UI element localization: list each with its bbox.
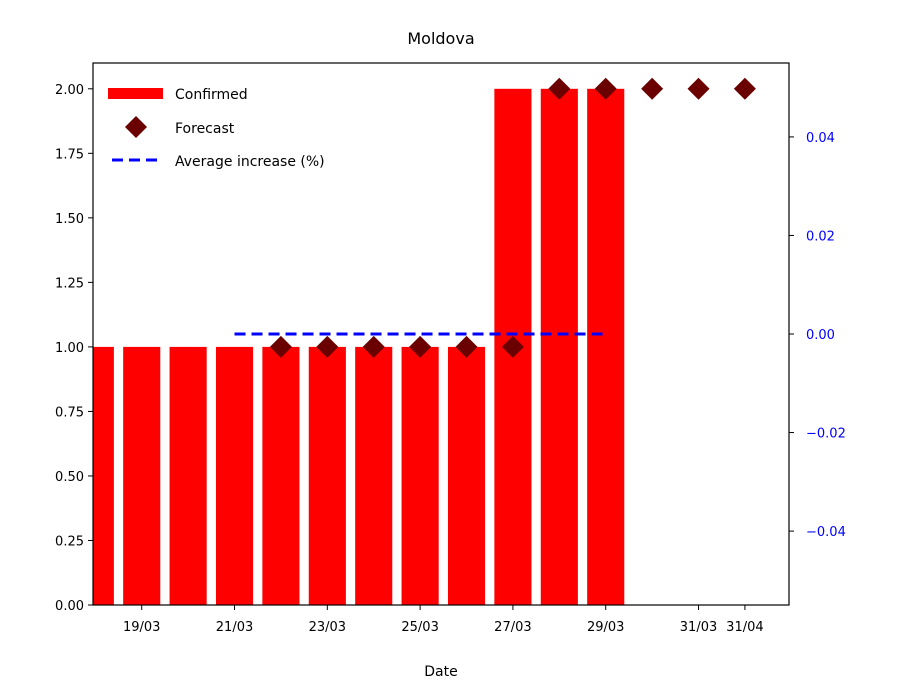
legend-confirmed-swatch [108,88,163,99]
y2-tick-label: 0.02 [806,229,835,244]
bar-confirmed [401,346,439,605]
bar-confirmed [215,346,254,605]
legend: Confirmed Forecast Average increase (%) [108,87,325,170]
x-tick-label: 31/03 [680,620,717,635]
y2-tick-label: 0.00 [806,328,835,343]
legend-label: Forecast [175,121,235,137]
x-tick-label: 31/04 [726,620,763,635]
markers-layer [269,77,756,358]
x-tick-label: 25/03 [401,620,438,635]
forecast-marker [594,77,617,100]
y-tick-label: 0.50 [55,470,84,485]
bar-confirmed [308,346,346,605]
y2-tick-label: −0.04 [806,525,846,540]
x-tick-label: 19/03 [123,620,160,635]
y-tick-label: 1.75 [55,147,84,162]
forecast-marker [362,335,385,358]
x-axis: 19/03 21/03 23/03 25/03 27/03 29/03 31/03 31/04 [123,605,764,635]
bar-confirmed [93,346,114,605]
y-tick-label: 0.00 [55,599,84,614]
x-tick-label: 27/03 [494,620,531,635]
x-tick-label: 29/03 [587,620,624,635]
forecast-marker [409,335,432,358]
y-tick-label: 1.50 [55,212,84,227]
y-tick-label: 1.00 [55,341,84,356]
bar-confirmed [540,88,578,605]
y-axis-right: −0.04 −0.02 0.00 0.02 0.04 [789,131,846,540]
y-tick-label: 1.25 [55,276,84,291]
y-tick-label: 0.75 [55,405,84,420]
bar-confirmed [262,346,300,605]
legend-label: Average increase (%) [175,154,325,170]
y2-tick-label: −0.02 [806,427,846,442]
forecast-marker [687,77,710,100]
y-tick-label: 2.00 [55,83,84,98]
forecast-marker [733,77,756,100]
forecast-marker [316,335,339,358]
legend-label: Confirmed [175,87,248,103]
bar-confirmed [123,346,161,605]
x-tick-label: 21/03 [216,620,253,635]
y2-tick-label: 0.04 [806,131,835,146]
forecast-marker [269,335,292,358]
forecast-marker [641,77,664,100]
x-tick-label: 23/03 [309,620,346,635]
bars-layer [93,88,625,605]
legend-forecast-swatch [125,116,147,138]
x-axis-label: Date [424,664,457,680]
bar-confirmed [587,88,625,605]
y-axis-left: 0.00 0.25 0.50 0.75 1.00 1.25 1.50 1.75 2.00 [55,83,93,614]
bar-confirmed [447,346,486,605]
forecast-marker [455,335,478,358]
y-tick-label: 0.25 [55,534,84,549]
forecast-marker [548,77,571,100]
bar-confirmed [169,346,207,605]
forecast-marker [501,335,524,358]
chart-title: Moldova [407,29,474,48]
bar-confirmed [355,346,393,605]
